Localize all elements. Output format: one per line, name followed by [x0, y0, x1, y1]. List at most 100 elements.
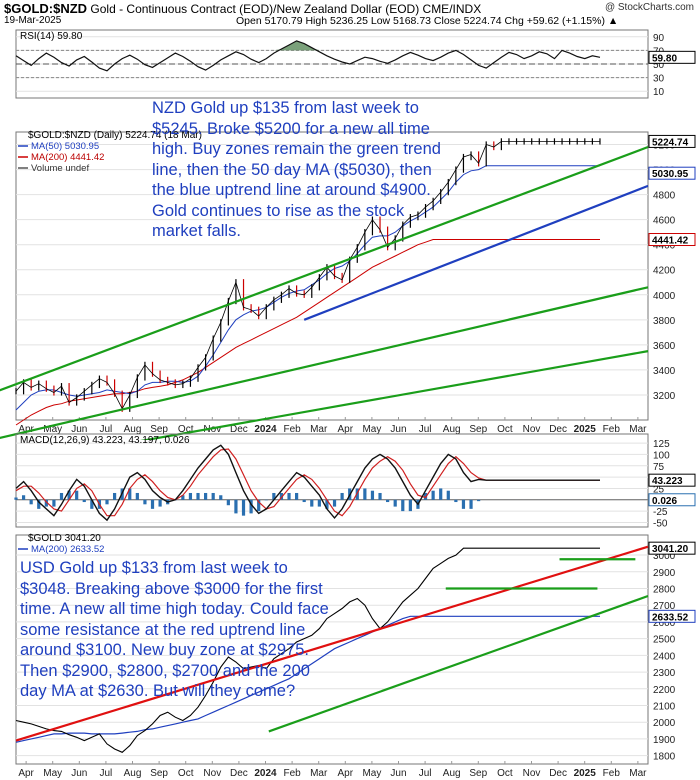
- nzd-x-tick-label: Mar: [310, 424, 328, 435]
- macd-histogram-bar: [37, 499, 41, 509]
- usd-x-tick-label: Sep: [150, 768, 168, 779]
- usd-tick-label: 2000: [653, 718, 676, 729]
- usd-x-tick-label: May: [362, 768, 381, 779]
- rsi-last-value: 59.80: [652, 53, 677, 64]
- usd-tick-label: 3000: [653, 551, 676, 562]
- macd-histogram-bar: [75, 490, 79, 500]
- usd-x-tick-label: Sep: [469, 768, 487, 779]
- macd-panel: -50-250255075100125MACD(12,26,9) 43.223,…: [14, 433, 696, 529]
- usd-x-tick-label: Apr: [338, 768, 354, 779]
- rsi-tick-label: 30: [653, 74, 665, 85]
- macd-histogram-bar: [29, 499, 33, 505]
- nzd-trendline-green-0: [0, 145, 649, 392]
- nzd-price-line: [15, 141, 600, 410]
- rsi-line: [15, 40, 601, 72]
- macd-histogram-bar: [112, 492, 117, 500]
- nzd-x-tick-label: Jul: [419, 424, 432, 435]
- nzd-gold-commentary: NZD Gold up $135 from last week to $5245…: [152, 99, 441, 240]
- macd-histogram-bar: [135, 492, 139, 500]
- usd-x-tick-label: 2024: [254, 768, 277, 779]
- ohlc-readout: Open 5170.79 High 5236.25 Low 5168.73 Cl…: [236, 15, 619, 27]
- usd-trendline-green-1: [268, 594, 649, 733]
- usd-legend-label: MA(200) 2633.52: [31, 544, 104, 555]
- nzd-x-tick-label: Feb: [603, 424, 621, 435]
- usd-tick-label: 2200: [653, 685, 676, 696]
- macd-last-histogram-box: [648, 493, 696, 507]
- macd-histogram-bar: [241, 499, 246, 516]
- nzd-tick-label: 3200: [653, 391, 676, 402]
- usd-x-tick-label: Nov: [203, 768, 221, 779]
- usd-x-tick-label: Jul: [100, 768, 113, 779]
- macd-last-histogram: 0.026: [652, 496, 677, 507]
- nzd-x-tick-label: May: [362, 424, 381, 435]
- nzd-legend-label: MA(50) 5030.95: [31, 141, 99, 152]
- usd-price-line: [15, 547, 600, 753]
- nzd-x-tick-label: Apr: [18, 424, 34, 435]
- macd-histogram-bar: [204, 492, 208, 500]
- macd-histogram-bar: [295, 492, 299, 500]
- usd-tick-label: 2100: [653, 701, 676, 712]
- nzd-trendline-green-2: [140, 350, 649, 440]
- nzd-x-tick-label: Oct: [178, 424, 194, 435]
- nzd-x-tick-label: Mar: [629, 424, 647, 435]
- macd-tick-label: 125: [653, 439, 670, 450]
- nzd-x-tick-label: Nov: [523, 424, 541, 435]
- symbol: $GOLD:$NZD: [4, 1, 88, 16]
- nzd-x-tick-label: 2025: [574, 424, 597, 435]
- macd-histogram-bar: [287, 492, 291, 500]
- usd-tick-label: 2800: [653, 584, 676, 595]
- macd-histogram-bar: [52, 499, 56, 507]
- macd-line: [15, 444, 600, 522]
- usd-x-tick-label: 2025: [574, 768, 597, 779]
- usd-x-tick-label: Apr: [18, 768, 34, 779]
- macd-histogram-bar: [302, 499, 306, 503]
- macd-histogram-bar: [143, 499, 147, 505]
- rsi-last-value-box: [648, 50, 696, 64]
- usd-x-tick-label: Mar: [629, 768, 647, 779]
- usd-x-tick-label: Feb: [283, 768, 301, 779]
- nzd-x-tick-label: Oct: [497, 424, 513, 435]
- symbol-description: Gold - Continuous Contract (EOD)/New Zea…: [90, 2, 482, 16]
- macd-histogram-bar: [128, 488, 132, 500]
- nzd-last-ma200: 4441.42: [652, 236, 689, 247]
- nzd-tick-label: 3800: [653, 316, 676, 327]
- macd-histogram-bar: [264, 499, 268, 501]
- nzd-last-price-box: [648, 134, 696, 148]
- macd-histogram-bar: [150, 499, 155, 509]
- macd-frame: [15, 433, 649, 528]
- rsi-tick-label: 50: [653, 60, 665, 71]
- usd-last-ma200-box: [648, 609, 696, 623]
- macd-histogram-bar: [211, 492, 215, 500]
- macd-last-value: 43.223: [652, 476, 683, 487]
- macd-histogram-bar: [158, 499, 162, 507]
- macd-histogram-bar: [14, 497, 18, 500]
- usd-tick-label: 2600: [653, 618, 676, 629]
- macd-histogram-bar: [257, 499, 261, 512]
- usd-tick-label: 2400: [653, 651, 676, 662]
- usd-x-tick-label: Feb: [603, 768, 621, 779]
- macd-histogram-bar: [370, 490, 375, 500]
- stockcharts-watermark: @ StockCharts.com: [604, 2, 694, 13]
- usd-panel-title: $GOLD 3041.20: [28, 533, 101, 544]
- macd-histogram-bar: [21, 495, 26, 500]
- nzd-x-tick-label: Aug: [124, 424, 142, 435]
- nzd-x-tick-label: Sep: [469, 424, 487, 435]
- macd-histogram-bar: [477, 499, 481, 502]
- rsi-title: RSI(14) 59.80: [20, 31, 83, 42]
- usd-x-tick-label: Mar: [310, 768, 328, 779]
- macd-histogram-bar: [431, 490, 435, 500]
- nzd-trendline-blue-3: [303, 184, 649, 321]
- nzd-tick-label: 4800: [653, 191, 676, 202]
- nzd-tick-label: 4600: [653, 216, 676, 227]
- usd-tick-label: 1900: [653, 735, 676, 746]
- nzd-x-tick-label: 2024: [254, 424, 277, 435]
- nzd-last-ma50-box: [648, 166, 696, 180]
- usd-x-tick-label: May: [43, 768, 62, 779]
- macd-tick-label: -25: [653, 507, 668, 518]
- macd-histogram-bar: [234, 499, 238, 514]
- macd-histogram-bar: [408, 499, 412, 512]
- macd-tick-label: -50: [653, 518, 668, 529]
- usd-last-price: 3041.20: [652, 544, 689, 555]
- macd-last-value-box: [648, 473, 696, 487]
